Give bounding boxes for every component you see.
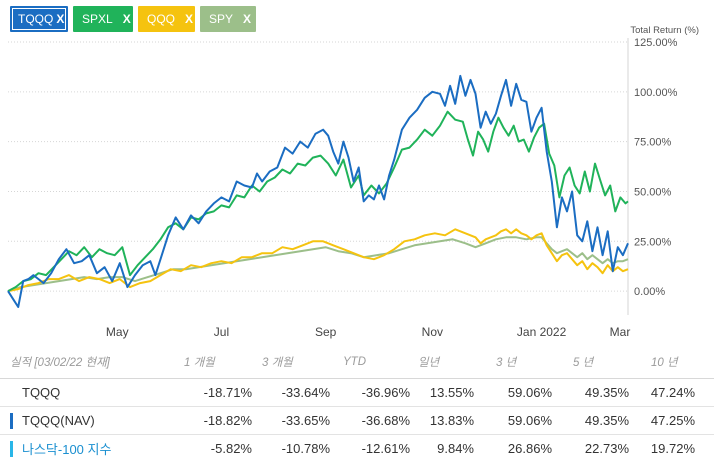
x-tick-label: Sep <box>315 325 337 339</box>
cell-value: 49.35% <box>584 385 629 400</box>
cell-value: -5.82% <box>210 441 252 456</box>
cell-value: -36.68% <box>361 413 410 428</box>
x-tick-label: May <box>106 325 129 339</box>
header-1y: 일년 <box>418 356 440 369</box>
table-row: TQQQ -18.71% -33.64% -36.96% 13.55% 59.0… <box>0 379 714 407</box>
chip-spxl[interactable]: SPXL X <box>73 6 133 32</box>
header-1m: 1 개월 <box>184 356 215 369</box>
y-axis-title: Total Return (%) <box>630 25 699 36</box>
chart-series <box>7 74 629 308</box>
series-line-tqqq <box>7 74 629 308</box>
chip-spy-label: SPY <box>209 12 234 26</box>
chip-spy[interactable]: SPY X <box>200 6 256 32</box>
close-icon[interactable]: X <box>122 12 131 26</box>
cell-value: -18.82% <box>203 413 252 428</box>
cell-value: 9.84% <box>437 441 474 456</box>
cell-value: 22.73% <box>584 441 629 456</box>
series-line-qqq <box>7 228 629 293</box>
header-10y: 10 년 <box>651 356 678 369</box>
y-axis: 125.00% 100.00% 75.00% 50.00% 25.00% 0.00% <box>634 37 678 298</box>
cell-value: 47.24% <box>650 385 695 400</box>
performance-table: 실적 [03/02/22 현재] 1 개월 3 개월 YTD 일년 3 년 5 … <box>0 345 714 461</box>
y-tick-label: 50.00% <box>634 186 672 198</box>
cell-value: -33.64% <box>281 385 330 400</box>
table-row: TQQQ(NAV) -18.82% -33.65% -36.68% 13.83%… <box>0 407 714 435</box>
chip-qqq[interactable]: QQQ X <box>138 6 195 32</box>
cell-value: 49.35% <box>584 413 629 428</box>
cell-value: -10.78% <box>281 441 330 456</box>
header-3m: 3 개월 <box>262 356 293 369</box>
cell-value: 13.55% <box>429 385 474 400</box>
cell-value: -18.71% <box>203 385 252 400</box>
row-name: TQQQ(NAV) <box>22 413 95 428</box>
chip-qqq-label: QQQ <box>147 12 176 26</box>
x-tick-label: Nov <box>422 325 443 339</box>
chip-tqqq[interactable]: TQQQ X <box>10 6 68 32</box>
cell-value: 26.86% <box>507 441 552 456</box>
close-icon[interactable]: X <box>56 12 65 26</box>
row-name: TQQQ <box>22 385 61 400</box>
chip-tqqq-label: TQQQ <box>18 12 54 26</box>
header-5y: 5 년 <box>573 356 594 369</box>
series-line-spxl <box>7 110 629 292</box>
cell-value: -36.96% <box>361 385 410 400</box>
row-marker <box>10 441 13 457</box>
y-tick-label: 25.00% <box>634 236 672 248</box>
header-3y: 3 년 <box>496 356 517 369</box>
y-tick-label: 0.00% <box>634 286 665 298</box>
index-link[interactable]: 나스닥-100 지수 <box>22 442 112 457</box>
ticker-chip-bar: TQQQ X SPXL X QQQ X SPY X <box>10 6 256 32</box>
cell-value: 19.72% <box>650 441 695 456</box>
cell-value: 59.06% <box>507 413 552 428</box>
x-tick-label: Jul <box>214 325 229 339</box>
y-tick-label: 75.00% <box>634 137 672 149</box>
cell-value: 59.06% <box>507 385 552 400</box>
total-return-chart: 125.00% 100.00% 75.00% 50.00% 25.00% 0.00% Ma… <box>7 25 699 339</box>
header-as-of: 실적 [03/02/22 현재] <box>10 356 110 369</box>
cell-value: 47.25% <box>650 413 695 428</box>
x-axis: May Jul Sep Nov Jan 2022 Mar <box>106 325 630 339</box>
cell-value: -12.61% <box>361 441 410 456</box>
close-icon[interactable]: X <box>243 12 252 26</box>
series-line-spy <box>7 236 629 293</box>
chart-gridlines <box>8 38 629 315</box>
cell-value: -33.65% <box>281 413 330 428</box>
row-marker <box>10 413 13 429</box>
close-icon[interactable]: X <box>185 12 194 26</box>
table-header-row: 실적 [03/02/22 현재] 1 개월 3 개월 YTD 일년 3 년 5 … <box>0 345 714 379</box>
chip-spxl-label: SPXL <box>82 12 113 26</box>
cell-value: 13.83% <box>429 413 474 428</box>
y-tick-label: 100.00% <box>634 87 678 99</box>
x-tick-label: Jan 2022 <box>517 325 567 339</box>
x-tick-label: Mar <box>610 325 631 339</box>
y-tick-label: 125.00% <box>634 37 678 49</box>
header-ytd: YTD <box>343 355 366 368</box>
table-row: 나스닥-100 지수 -5.82% -10.78% -12.61% 9.84% … <box>0 435 714 461</box>
